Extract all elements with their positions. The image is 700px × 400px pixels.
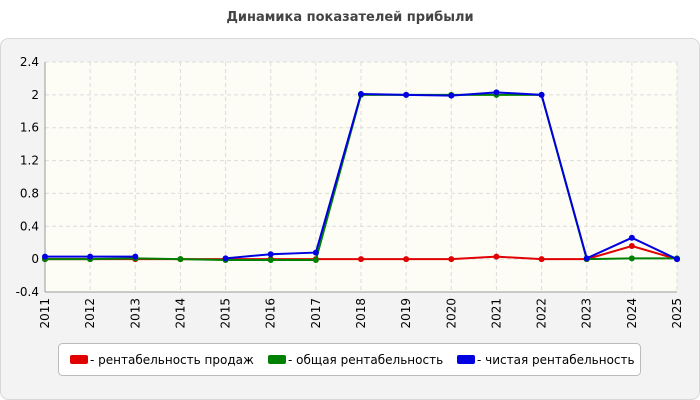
point [538,91,545,98]
y-tick-label: 2 [31,88,39,102]
x-tick-label: 2017 [309,298,323,329]
point [358,256,364,263]
point [132,253,139,260]
y-tick-label: 0 [31,252,39,266]
point [493,253,500,260]
point [628,234,635,241]
y-tick-label: 1.6 [20,121,39,135]
x-tick-label: 2011 [38,298,52,329]
legend-swatch [268,355,286,364]
point [448,256,455,263]
y-tick-label: 0.8 [20,186,39,200]
legend-label: - рентабельность продаж [90,353,254,367]
point [312,249,319,256]
point [267,256,274,263]
point [448,92,455,99]
x-tick-label: 2024 [625,298,639,329]
legend-swatch [70,355,88,364]
point [538,256,545,263]
point [222,255,229,262]
y-tick-label: -0.4 [16,285,39,299]
point [628,255,635,262]
y-tick-label: 1.2 [20,154,39,168]
y-tick-label: 0.4 [20,219,39,233]
legend [58,343,641,376]
x-tick-label: 2016 [264,298,278,329]
legend-label: - общая рентабельность [288,353,443,367]
point [628,243,635,249]
point [358,91,364,98]
x-tick-label: 2013 [128,298,142,329]
x-tick-label: 2025 [670,298,684,329]
x-tick-label: 2015 [219,298,233,329]
x-tick-label: 2014 [173,298,187,329]
chart-title: Динамика показателей прибыли [226,10,473,25]
x-tick-label: 2018 [354,298,368,329]
y-tick-label: 2.4 [20,55,39,69]
point [583,255,590,262]
x-tick-label: 2022 [535,298,549,329]
x-tick-label: 2021 [489,298,503,329]
x-tick-label: 2023 [580,298,594,329]
x-tick-label: 2012 [83,298,97,329]
point [674,256,680,263]
point [312,256,319,263]
point [403,256,410,263]
point [403,91,410,98]
legend-swatch [457,355,475,364]
legend-label: - чистая рентабельность [477,353,635,367]
x-tick-label: 2020 [444,298,458,329]
point [42,253,48,260]
point [177,256,184,263]
point [267,251,274,258]
point [87,253,94,260]
point [493,89,500,96]
x-tick-label: 2019 [399,298,413,329]
